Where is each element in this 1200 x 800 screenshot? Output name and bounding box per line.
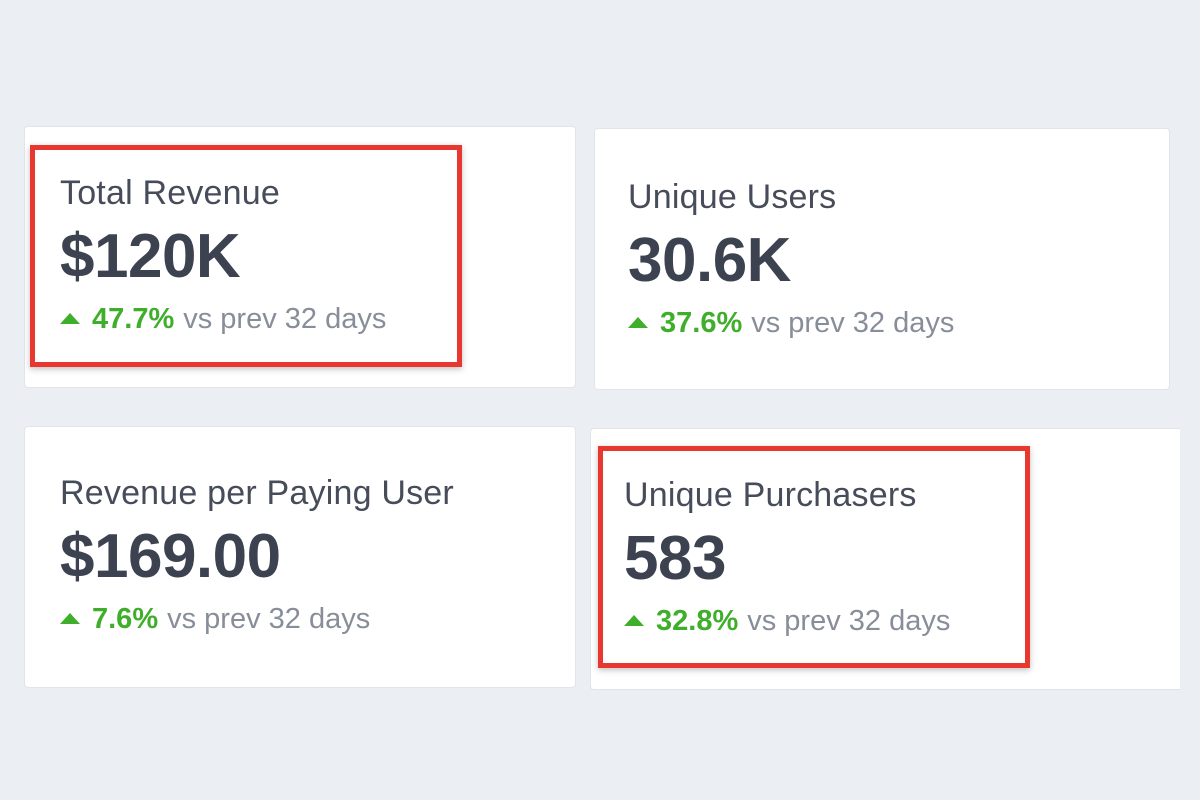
metric-card-unique-users: Unique Users 30.6K 37.6% vs prev 32 days	[594, 128, 1170, 390]
metric-card-revenue-per-paying-user: Revenue per Paying User $169.00 7.6% vs …	[24, 426, 576, 688]
change-percent: 7.6%	[92, 603, 159, 635]
metric-change: 37.6% vs prev 32 days	[628, 305, 954, 341]
metric-change: 32.8% vs prev 32 days	[624, 603, 950, 639]
metric-card-total-revenue: Total Revenue $120K 47.7% vs prev 32 day…	[24, 126, 576, 388]
metric-change: 47.7% vs prev 32 days	[60, 301, 386, 337]
change-percent: 37.6%	[660, 307, 743, 339]
metric-block: Revenue per Paying User $169.00 7.6% vs …	[60, 473, 454, 637]
comparison-label: vs prev 32 days	[183, 303, 387, 335]
metric-block: Unique Purchasers 583 32.8% vs prev 32 d…	[624, 475, 950, 639]
metric-title: Unique Users	[628, 178, 837, 216]
metric-block: Total Revenue $120K 47.7% vs prev 32 day…	[60, 173, 386, 337]
metric-value: 30.6K	[628, 226, 791, 295]
change-percent: 47.7%	[92, 303, 175, 335]
caret-up-icon	[60, 312, 80, 324]
metric-value: $120K	[60, 222, 241, 291]
metric-block: Unique Users 30.6K 37.6% vs prev 32 days	[628, 177, 954, 341]
comparison-label: vs prev 32 days	[751, 307, 955, 339]
change-percent: 32.8%	[656, 605, 739, 637]
caret-up-icon	[628, 316, 648, 328]
metric-title: Unique Purchasers	[624, 476, 917, 514]
comparison-label: vs prev 32 days	[747, 605, 951, 637]
metric-card-unique-purchasers: Unique Purchasers 583 32.8% vs prev 32 d…	[590, 428, 1180, 690]
caret-up-icon	[60, 612, 80, 624]
metric-value: 583	[624, 524, 726, 593]
caret-up-icon	[624, 614, 644, 626]
metric-change: 7.6% vs prev 32 days	[60, 601, 454, 637]
metric-value: $169.00	[60, 522, 281, 591]
metric-title: Total Revenue	[60, 174, 280, 212]
comparison-label: vs prev 32 days	[167, 603, 371, 635]
metric-title: Revenue per Paying User	[60, 474, 454, 512]
